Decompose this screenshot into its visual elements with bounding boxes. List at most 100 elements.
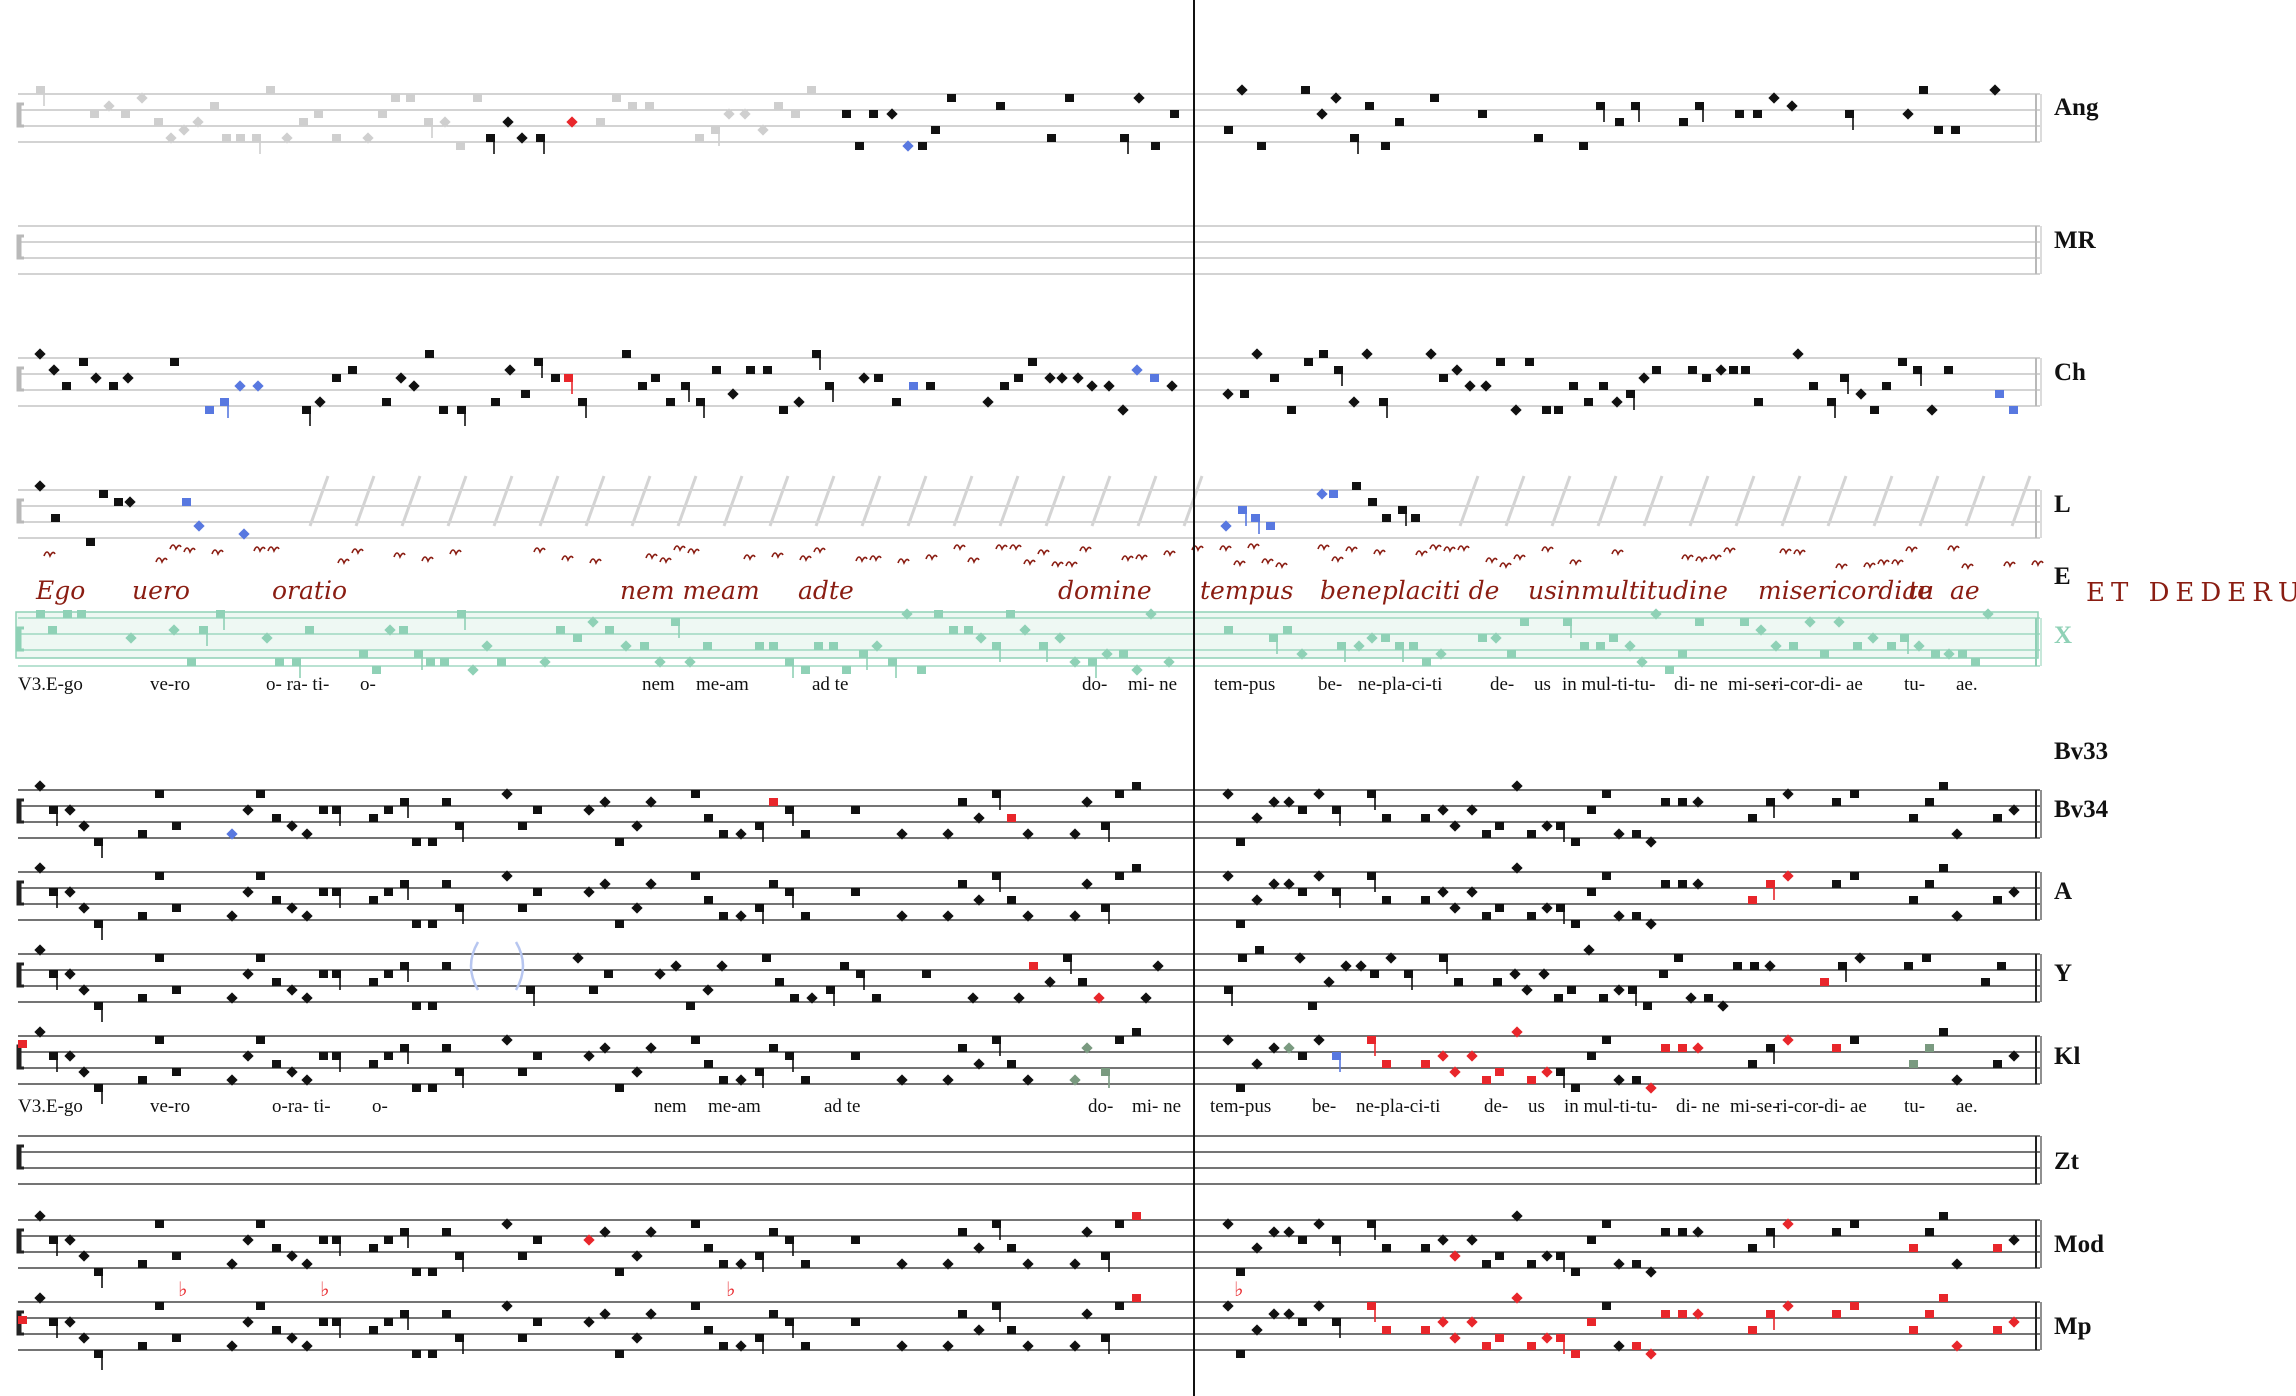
neume-rhombus [1437, 1050, 1449, 1062]
neume-rhombus [34, 862, 46, 874]
neume-punctum [86, 538, 95, 546]
neume-punctum [1599, 382, 1608, 390]
neume-punctum [801, 912, 810, 920]
neume-punctum [1587, 806, 1596, 814]
neume-punctum [691, 1220, 700, 1228]
neume-punctum [442, 1044, 451, 1052]
neume-punctum [1571, 838, 1580, 846]
neume-punctum [755, 1068, 764, 1076]
neume-punctum [1000, 382, 1009, 390]
neume-punctum [1904, 962, 1913, 970]
neume-rhombus [1624, 640, 1636, 652]
neume-rhombus [583, 1050, 595, 1062]
neume-punctum [1088, 658, 1097, 666]
neume-rhombus [1451, 364, 1463, 376]
lyric: me-am [708, 1096, 761, 1117]
neume-rhombus [1072, 372, 1084, 384]
neume-rhombus [34, 944, 46, 956]
neume-rhombus [34, 1026, 46, 1038]
neume-rhombus [1951, 910, 1963, 922]
neume-punctum [1832, 1044, 1841, 1052]
neume-punctum [455, 1252, 464, 1260]
neume-rhombus [1638, 372, 1650, 384]
neume-punctum [1404, 970, 1413, 978]
neume-rhombus [2008, 1234, 2020, 1246]
lyric: be- [1312, 1096, 1337, 1117]
neume-punctum [272, 978, 281, 986]
neume-punctum [305, 626, 314, 634]
neume-punctum [1678, 1310, 1687, 1318]
neume-punctum [1482, 1342, 1491, 1350]
manuscript-neume [1863, 562, 1876, 569]
neume-punctum [628, 102, 637, 110]
neume-punctum [1571, 1268, 1580, 1276]
neume-punctum [210, 102, 219, 110]
neume-rhombus [226, 910, 238, 922]
neume-rhombus [942, 1258, 954, 1270]
neume-punctum [1421, 1060, 1430, 1068]
neume-rhombus [1449, 1066, 1461, 1078]
neume-punctum [604, 970, 613, 978]
neume-punctum [155, 1036, 164, 1044]
neume-punctum [533, 1318, 542, 1326]
neume-punctum [332, 1318, 341, 1326]
neume-punctum [1580, 642, 1589, 650]
neume-rhombus [1283, 1308, 1295, 1320]
lacuna-slash [1090, 475, 1112, 527]
neume-punctum [1078, 978, 1087, 986]
neume-rhombus [896, 910, 908, 922]
neume-punctum [719, 912, 728, 920]
neume-rhombus [1133, 92, 1145, 104]
neume-punctum [888, 658, 897, 666]
lacuna-slash [1918, 475, 1940, 527]
neume-rhombus [1511, 1292, 1523, 1304]
manuscript-neume [659, 557, 672, 564]
neume-punctum [1993, 814, 2002, 822]
neume-punctum [1266, 522, 1275, 530]
neume-punctum [1602, 1220, 1611, 1228]
neume-punctum [1240, 390, 1249, 398]
neume-punctum [319, 1052, 328, 1060]
neume-punctum [1381, 142, 1390, 150]
neume-punctum [302, 406, 311, 414]
neume-rhombus [645, 1042, 657, 1054]
neume-rhombus [1313, 870, 1325, 882]
neume-rhombus [1251, 348, 1263, 360]
neume-rhombus [1692, 796, 1704, 808]
neume-punctum [114, 498, 123, 506]
neume-punctum [1007, 896, 1016, 904]
manuscript-neume [1961, 563, 1974, 570]
c-clef-icon [16, 880, 24, 906]
neume-punctum [1554, 994, 1563, 1002]
neume-punctum [1556, 1252, 1565, 1260]
neume-rhombus [301, 1074, 313, 1086]
lacuna-slash [400, 475, 422, 527]
neume-punctum [172, 1252, 181, 1260]
lacuna-slash [860, 475, 882, 527]
lacuna-slash [492, 475, 514, 527]
neume-rhombus [702, 984, 714, 996]
manuscript-neume [1317, 544, 1330, 551]
neume-rhombus [1361, 348, 1373, 360]
neume-punctum [412, 1268, 421, 1276]
neume-rhombus [1316, 488, 1328, 500]
neume-punctum [1236, 920, 1245, 928]
neume-rhombus [1013, 992, 1025, 1004]
neume-punctum [272, 896, 281, 904]
neume-rhombus [286, 902, 298, 914]
neume-punctum [94, 920, 103, 928]
neume-punctum [1993, 896, 2002, 904]
neume-rhombus [384, 624, 396, 636]
neume-punctum [1269, 634, 1278, 642]
neume-punctum [400, 962, 409, 970]
neume-rhombus [1313, 1218, 1325, 1230]
neume-rhombus [516, 132, 528, 144]
neume-punctum [1827, 398, 1836, 406]
lyric: us [1528, 1096, 1545, 1117]
neume-punctum [826, 986, 835, 994]
neume-punctum [691, 1036, 700, 1044]
neume-punctum [428, 1350, 437, 1358]
neume-rhombus [193, 520, 205, 532]
neume-rhombus [242, 968, 254, 980]
neume-punctum [412, 920, 421, 928]
